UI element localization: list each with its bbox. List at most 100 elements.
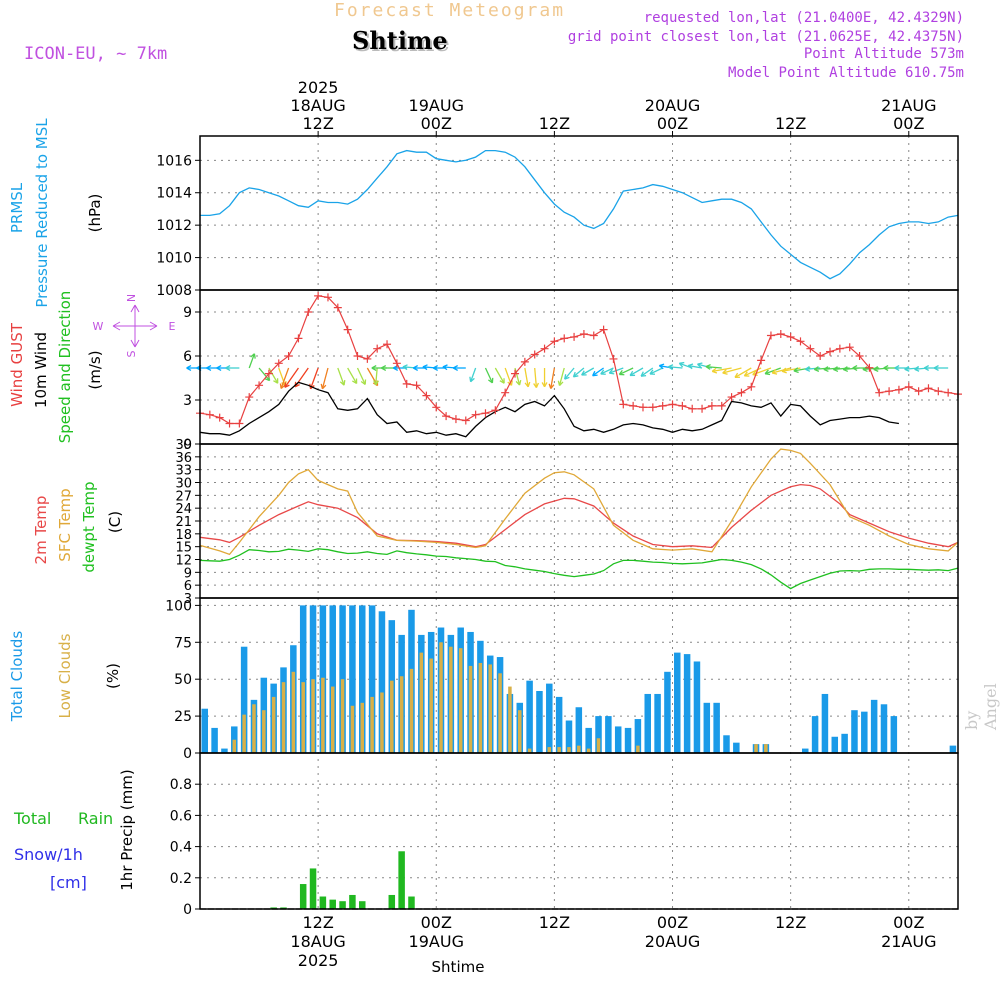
- panel-label-cm: [cm]: [50, 873, 87, 892]
- bar-total-cloud: [201, 708, 208, 753]
- panel-frame-wind: [199, 289, 959, 445]
- bar-low-cloud: [232, 739, 237, 753]
- gust-marker: [412, 381, 421, 390]
- wind-arrow: [514, 367, 521, 386]
- gust-marker: [422, 391, 431, 400]
- y-tick-label: 25: [174, 709, 192, 725]
- bar-total-cloud: [821, 693, 829, 753]
- footer-location: Shtime: [432, 958, 485, 976]
- gust-marker: [353, 352, 362, 360]
- wind-arrow-head: [499, 378, 505, 384]
- gust-marker: [658, 401, 667, 410]
- bar-total-cloud: [831, 736, 839, 753]
- bar-low-cloud: [370, 696, 374, 753]
- gust-marker: [904, 382, 913, 391]
- gust-marker: [826, 347, 835, 356]
- gust-marker: [579, 330, 588, 338]
- gust-marker: [648, 403, 657, 412]
- gust-marker: [343, 325, 352, 334]
- top-time-label: 00Z: [421, 114, 452, 133]
- y-tick-label: 0: [183, 902, 192, 918]
- wind-arrow-head: [823, 366, 829, 373]
- wind-arrow-head: [373, 380, 380, 386]
- y-tick-label: 1010: [156, 251, 192, 267]
- top-time-label: 18AUG: [290, 96, 345, 115]
- gust-marker: [442, 412, 451, 421]
- wind-arrow-head: [371, 365, 377, 371]
- bar-total-cloud: [575, 707, 583, 753]
- wind-arrow: [823, 367, 840, 371]
- wind-arrow-head: [793, 367, 799, 374]
- gust-marker: [717, 401, 726, 410]
- wind-arrow-head: [862, 366, 868, 373]
- wind-arrow-head: [894, 365, 900, 371]
- wind-arrow-head: [381, 365, 387, 371]
- wind-arrow-head: [678, 361, 685, 368]
- bar-total-cloud: [861, 711, 868, 753]
- panel-label-ms: (m/s): [86, 350, 104, 389]
- series-line-2m-temp: [199, 483, 959, 549]
- top-time-label: 00Z: [893, 114, 924, 133]
- gust-marker: [727, 393, 736, 402]
- frame-layer: [195, 131, 959, 910]
- bar-rain: [309, 868, 317, 909]
- wind-arrow: [337, 367, 345, 386]
- panel-label-dewpt-temp: dewpt Temp: [80, 481, 98, 572]
- gust-marker: [205, 410, 214, 419]
- bar-rain: [299, 884, 307, 909]
- wind-arrow-head: [592, 370, 598, 377]
- wind-arrow: [734, 367, 752, 378]
- y-tick-label: 30: [175, 477, 192, 492]
- gust-marker: [698, 404, 707, 413]
- top-time-label: 2025: [298, 78, 339, 97]
- bar-low-cloud: [242, 714, 246, 753]
- bar-total-cloud: [683, 654, 691, 753]
- bar-low-cloud: [449, 646, 453, 753]
- gust-marker: [619, 400, 628, 409]
- gust-marker: [451, 415, 460, 424]
- y-tick-label: 21: [175, 515, 192, 530]
- bar-total-cloud: [654, 693, 661, 753]
- y-tick-label: 0.8: [170, 777, 192, 793]
- bar-low-cloud: [577, 745, 581, 753]
- wind-arrow-head: [933, 365, 939, 371]
- gust-marker: [284, 352, 293, 360]
- gust-marker: [589, 331, 598, 340]
- bar-total-cloud: [555, 696, 563, 753]
- gust-marker: [786, 332, 795, 341]
- wind-arrow-head: [533, 382, 540, 388]
- compass-arrows: [112, 304, 158, 348]
- wind-arrow: [550, 367, 556, 389]
- wind-arrow-head: [764, 369, 771, 376]
- wind-arrow-head: [452, 365, 458, 371]
- y-tick-label: 1008: [156, 283, 192, 299]
- wind-arrow: [280, 367, 290, 389]
- wind-arrow: [640, 367, 654, 377]
- bar-total-cloud: [634, 719, 642, 753]
- wind-arrow: [688, 364, 703, 369]
- y-tick-label: 50: [174, 672, 192, 688]
- model-point-altitude: Model Point Altitude 610.75m: [727, 65, 964, 81]
- bar-rain: [329, 899, 336, 909]
- gust-marker: [481, 409, 490, 418]
- wind-arrow: [524, 367, 529, 387]
- gust-marker: [264, 369, 273, 378]
- gust-marker: [747, 382, 756, 391]
- bar-low-cloud: [399, 676, 404, 753]
- wind-arrow-head: [722, 369, 728, 375]
- wind-arrow-head: [649, 369, 656, 375]
- wind-arrow-head: [557, 380, 564, 387]
- y-tick-label: 0.6: [170, 808, 192, 824]
- wind-arrow: [356, 367, 366, 385]
- bar-low-cloud: [498, 673, 502, 753]
- y-tick-label: 18: [175, 528, 192, 543]
- bar-low-cloud: [468, 665, 473, 753]
- bar-total-cloud: [536, 691, 543, 753]
- wind-arrow: [722, 367, 742, 374]
- wind-arrow-head: [771, 369, 778, 375]
- y-tick-label: 3: [183, 393, 192, 409]
- top-time-label: 12Z: [539, 114, 570, 133]
- bar-total-cloud: [378, 611, 386, 753]
- bar-total-cloud: [880, 704, 888, 753]
- bar-low-cloud: [518, 710, 522, 753]
